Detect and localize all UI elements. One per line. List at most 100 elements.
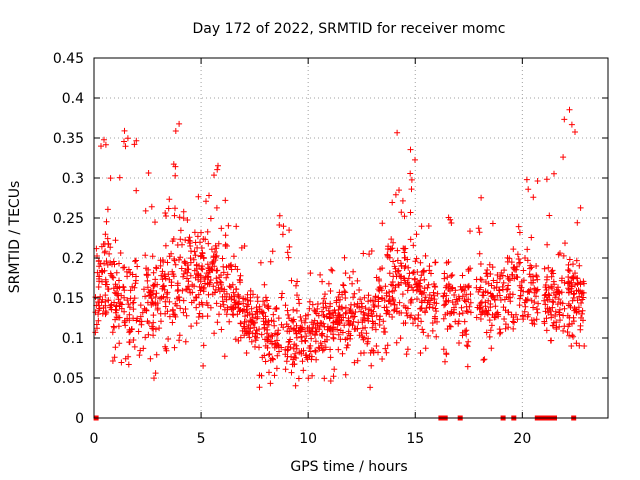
data-point xyxy=(96,263,103,270)
data-point xyxy=(309,301,316,308)
data-point xyxy=(511,275,518,282)
data-point xyxy=(210,283,217,290)
data-point xyxy=(158,272,165,279)
data-point xyxy=(576,342,583,349)
data-point xyxy=(566,256,573,263)
data-point xyxy=(511,319,517,326)
data-point xyxy=(508,311,515,318)
x-tick-label: 15 xyxy=(406,431,424,447)
data-point xyxy=(552,313,559,319)
data-point xyxy=(278,294,285,301)
data-point xyxy=(494,279,500,286)
data-point xyxy=(165,271,172,278)
data-point xyxy=(565,261,572,268)
data-point xyxy=(188,299,195,306)
data-point xyxy=(150,332,157,339)
data-point xyxy=(125,361,132,368)
data-point xyxy=(230,289,237,296)
data-point xyxy=(282,366,289,373)
data-point xyxy=(137,302,144,309)
data-point xyxy=(340,282,347,289)
data-point xyxy=(199,266,206,273)
data-point xyxy=(441,302,447,309)
data-point xyxy=(401,213,408,220)
data-point xyxy=(133,137,140,144)
y-tick-label: 0.35 xyxy=(53,131,84,147)
data-point xyxy=(95,258,102,265)
data-point xyxy=(279,231,286,238)
data-point xyxy=(388,236,395,243)
data-point xyxy=(240,323,247,330)
data-point xyxy=(135,328,142,335)
data-point xyxy=(192,252,199,259)
data-point xyxy=(393,305,400,312)
data-point xyxy=(580,294,587,301)
data-point xyxy=(339,350,346,357)
data-point xyxy=(132,280,139,287)
data-point xyxy=(285,254,292,261)
data-point xyxy=(480,292,487,299)
data-point xyxy=(169,319,176,326)
data-point xyxy=(121,138,127,145)
chart-title: Day 172 of 2022, SRMTID for receiver mom… xyxy=(193,21,506,37)
data-point xyxy=(286,243,293,250)
data-point xyxy=(515,223,522,230)
data-point xyxy=(325,307,332,314)
data-point xyxy=(150,269,157,276)
data-point xyxy=(440,346,447,353)
data-point xyxy=(172,172,179,179)
data-point xyxy=(343,344,350,351)
x-tick-label: 0 xyxy=(90,431,99,447)
data-point xyxy=(256,384,263,391)
data-point xyxy=(95,317,102,324)
data-point xyxy=(254,313,261,320)
data-point xyxy=(153,265,160,272)
data-point xyxy=(206,192,212,199)
data-point xyxy=(405,275,412,282)
data-point xyxy=(248,338,255,345)
data-point xyxy=(112,344,119,351)
data-point xyxy=(269,333,276,340)
data-point xyxy=(258,308,265,315)
data-point xyxy=(350,294,357,301)
data-point xyxy=(550,322,557,329)
data-point xyxy=(120,284,127,291)
data-point xyxy=(178,265,185,272)
data-point xyxy=(261,352,268,359)
data-point xyxy=(173,302,180,309)
data-point xyxy=(550,319,557,326)
plot-frame-rect xyxy=(93,57,609,419)
data-point xyxy=(292,382,299,389)
data-point xyxy=(222,232,229,239)
y-tick-label: 0 xyxy=(75,411,84,427)
data-point xyxy=(372,326,379,333)
data-point xyxy=(533,272,540,279)
data-point xyxy=(434,290,441,297)
data-point xyxy=(572,270,578,277)
data-point xyxy=(116,277,122,284)
data-point xyxy=(394,129,401,136)
data-point xyxy=(530,277,537,284)
data-point xyxy=(367,384,374,391)
data-point xyxy=(130,315,137,322)
data-point xyxy=(160,293,167,300)
data-point xyxy=(144,277,151,284)
data-point xyxy=(389,245,396,252)
data-point xyxy=(159,257,166,264)
data-point xyxy=(118,301,125,308)
data-point xyxy=(265,351,272,358)
data-point xyxy=(228,296,235,302)
data-point xyxy=(222,197,229,204)
data-point xyxy=(449,284,456,291)
data-point xyxy=(516,295,523,302)
data-point xyxy=(204,228,211,235)
data-point xyxy=(579,307,586,314)
data-point xyxy=(216,274,223,281)
data-point xyxy=(390,258,397,265)
data-point xyxy=(132,258,138,265)
data-point xyxy=(382,329,389,335)
data-point xyxy=(389,282,396,289)
data-point xyxy=(398,209,405,216)
data-point xyxy=(193,320,200,327)
